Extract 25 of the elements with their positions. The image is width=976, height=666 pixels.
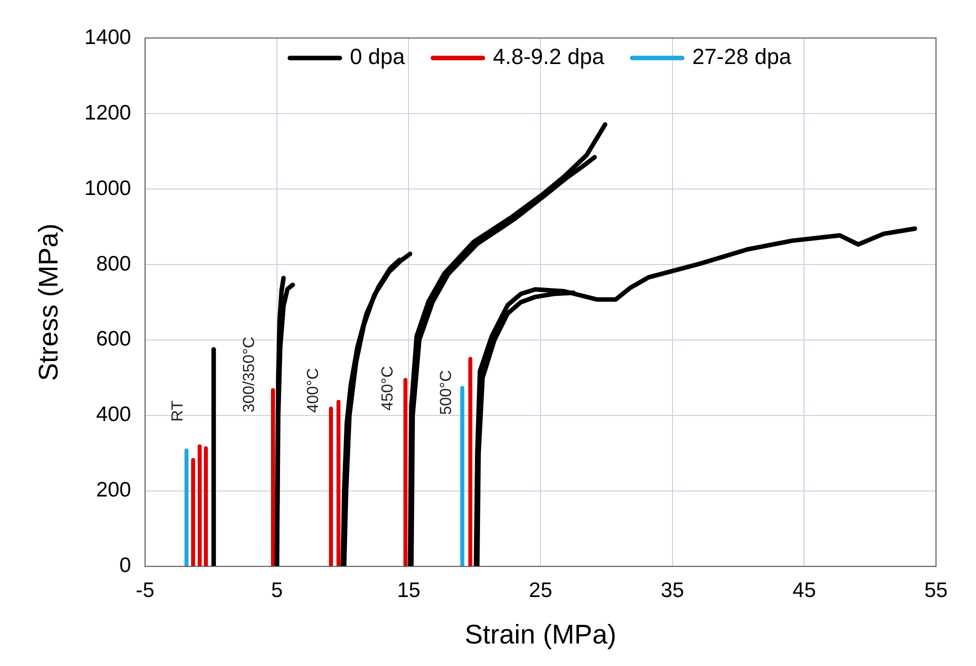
x-tick-label: 55 bbox=[924, 578, 948, 602]
x-axis-title: Strain (MPa) bbox=[464, 619, 616, 650]
x-tick-label: 25 bbox=[528, 578, 552, 602]
x-tick-label: 45 bbox=[792, 578, 816, 602]
y-tick-label: 0 bbox=[119, 554, 132, 578]
y-tick-label: 1000 bbox=[84, 176, 132, 200]
legend-label: 4.8-9.2 dpa bbox=[492, 44, 605, 70]
x-tick-label: 5 bbox=[271, 578, 283, 602]
y-tick-label: 800 bbox=[96, 252, 132, 276]
y-tick-label: 1400 bbox=[84, 26, 132, 49]
annotation: 450°C bbox=[379, 366, 396, 411]
y-tick-label: 1200 bbox=[84, 101, 132, 124]
annotation: 400°C bbox=[304, 368, 322, 413]
y-tick-label: 200 bbox=[96, 478, 132, 502]
legend-label: 0 dpa bbox=[350, 44, 406, 70]
x-tick-label: 35 bbox=[660, 578, 684, 602]
y-tick-label: 600 bbox=[96, 328, 132, 351]
x-tick-label: -5 bbox=[136, 578, 154, 602]
annotation: 500°C bbox=[438, 370, 455, 415]
legend-label: 27-28 dpa bbox=[692, 44, 792, 70]
x-tick-label: 15 bbox=[397, 578, 420, 602]
annotation: RT bbox=[170, 400, 187, 422]
y-axis-title: Stress (MPa) bbox=[34, 223, 64, 381]
annotation: 300/350°C bbox=[240, 336, 258, 412]
y-tick-label: 400 bbox=[96, 403, 132, 426]
